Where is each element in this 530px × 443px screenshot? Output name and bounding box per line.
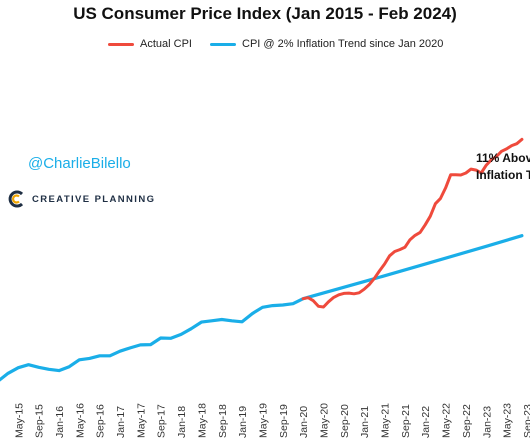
- brand-logo: CREATIVE PLANNING: [8, 190, 155, 208]
- legend-label-actual-cpi: Actual CPI: [140, 38, 192, 50]
- annotation: 11% Abov Inflation T: [476, 150, 530, 184]
- legend-item-trend: CPI @ 2% Inflation Trend since Jan 2020: [210, 38, 443, 50]
- legend-swatch-actual-cpi: [108, 42, 134, 46]
- legend-label-trend: CPI @ 2% Inflation Trend since Jan 2020: [242, 38, 444, 50]
- legend: Actual CPI CPI @ 2% Inflation Trend sinc…: [0, 38, 530, 56]
- x-tick-label: May-19: [258, 403, 270, 438]
- x-tick-label: Jan-22: [420, 406, 432, 438]
- author-handle: @CharlieBilello: [28, 155, 131, 172]
- x-tick-label: May-21: [380, 403, 392, 438]
- brand-name: CREATIVE PLANNING: [32, 193, 156, 205]
- legend-item-actual-cpi: Actual CPI: [108, 38, 192, 50]
- x-tick-label: Jan-17: [115, 406, 127, 438]
- x-tick-label: Sep-16: [95, 404, 107, 438]
- x-tick-label: May-23: [502, 403, 514, 438]
- x-tick-label: May-16: [74, 403, 86, 438]
- x-tick-label: May-20: [319, 403, 331, 438]
- x-tick-label: May-17: [135, 403, 147, 438]
- x-tick-label: Sep-21: [400, 404, 412, 438]
- x-tick-label: Jan-20: [298, 406, 310, 438]
- x-tick-label: Sep-20: [339, 404, 351, 438]
- annotation-line-2: Inflation T: [476, 168, 530, 182]
- x-tick-label: Sep-15: [34, 404, 46, 438]
- x-tick-label: Sep-18: [217, 404, 229, 438]
- x-tick-label: Jan-21: [359, 406, 371, 438]
- annotation-line-1: 11% Abov: [476, 151, 530, 165]
- x-tick-label: Sep-19: [278, 404, 290, 438]
- x-tick-label: Sep-23: [522, 404, 530, 438]
- chart-title: US Consumer Price Index (Jan 2015 - Feb …: [73, 4, 457, 23]
- series-lines: [0, 137, 524, 382]
- creative-planning-c-logo-icon: [8, 190, 24, 208]
- x-tick-label: Jan-23: [481, 406, 493, 438]
- series-line-trend: [0, 234, 524, 382]
- x-tick-label: Jan-19: [237, 406, 249, 438]
- x-tick-label: May-22: [441, 403, 453, 438]
- x-tick-label: Jan-18: [176, 406, 188, 438]
- x-tick-label: Sep-22: [461, 404, 473, 438]
- x-tick-label: Jan-16: [54, 406, 66, 438]
- x-tick-label: May-18: [196, 403, 208, 438]
- legend-swatch-trend: [210, 42, 236, 46]
- x-tick-label: Sep-17: [156, 404, 168, 438]
- x-axis: May-15 Sep-15 Jan-16 May-16 Sep-16 Jan-17 May-…: [13, 403, 530, 438]
- x-tick-label: May-15: [13, 403, 25, 438]
- series-line-actual-cpi: [301, 137, 524, 309]
